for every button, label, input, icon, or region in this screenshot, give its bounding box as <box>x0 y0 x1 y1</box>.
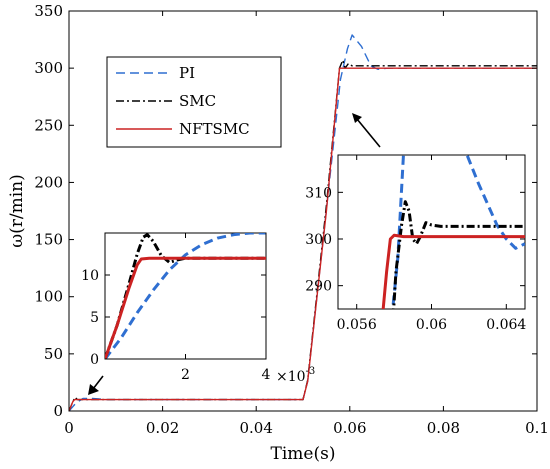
inset-1-x-tick-label: 4 <box>262 367 271 383</box>
x-axis-label: Time(s) <box>271 444 336 464</box>
inset-2-y-tick-label: 290 <box>305 279 332 295</box>
inset-zoom-start: 2 4 0 5 10 ×10-3 <box>81 232 315 385</box>
legend-label-nftsmc: NFTSMC <box>179 120 250 138</box>
inset-2-y-tick-label: 300 <box>305 232 332 248</box>
main-y-tick-label: 200 <box>34 173 63 191</box>
inset-2-x-tick-label: 0.064 <box>486 317 526 333</box>
inset-1-y-tick-label: 0 <box>90 352 99 368</box>
y-axis-label: ω(r/min) <box>7 174 27 248</box>
main-x-tick-label: 0.04 <box>239 419 272 437</box>
inset-1-exponent: ×10-3 <box>276 366 315 385</box>
main-y-tick-label: 250 <box>34 116 63 134</box>
inset-2-y-tick-label: 310 <box>305 185 332 201</box>
inset-2-series-smc <box>392 200 525 309</box>
inset-1-y-tick-label: 5 <box>90 310 99 326</box>
inset-1-x-tick-label: 2 <box>181 367 190 383</box>
main-x-tick-label: 0.06 <box>333 419 366 437</box>
inset-2-x-tick-label: 0.06 <box>416 317 447 333</box>
main-series-nftsmc <box>69 67 537 411</box>
inset-1-y-tick-label: 10 <box>81 268 99 284</box>
arrow-to-inset-2 <box>352 113 381 148</box>
main-y-tick-label: 150 <box>34 231 63 249</box>
inset-1-frame <box>104 232 267 360</box>
legend-label-smc: SMC <box>179 92 216 110</box>
legend: PI SMC NFTSMC <box>106 56 282 148</box>
main-y-tick-label: 300 <box>34 59 63 77</box>
legend-label-pi: PI <box>179 64 195 82</box>
arrow-to-inset-1 <box>88 375 104 395</box>
main-y-tick-label: 100 <box>34 288 63 306</box>
inset-2-series-nftsmc <box>381 233 525 309</box>
inset-1-series-nftsmc <box>105 256 266 359</box>
main-x-tick-label: 0.08 <box>427 419 460 437</box>
inset-zoom-step: 0.056 0.06 0.064 290 300 310 <box>305 154 526 333</box>
main-x-tick-label: 0 <box>64 419 74 437</box>
main-y-tick-label: 50 <box>44 345 63 363</box>
main-y-tick-label: 350 <box>34 2 63 20</box>
inset-2-frame <box>337 154 526 310</box>
main-x-tick-label: 0.02 <box>146 419 179 437</box>
inset-1-series-pi <box>105 233 266 359</box>
main-y-tick-label: 0 <box>53 402 63 420</box>
main-x-tick-label: 0.1 <box>525 419 549 437</box>
legend-box <box>106 56 282 148</box>
inset-2-x-tick-label: 0.056 <box>337 317 377 333</box>
inset-2-series-pi <box>391 155 525 309</box>
